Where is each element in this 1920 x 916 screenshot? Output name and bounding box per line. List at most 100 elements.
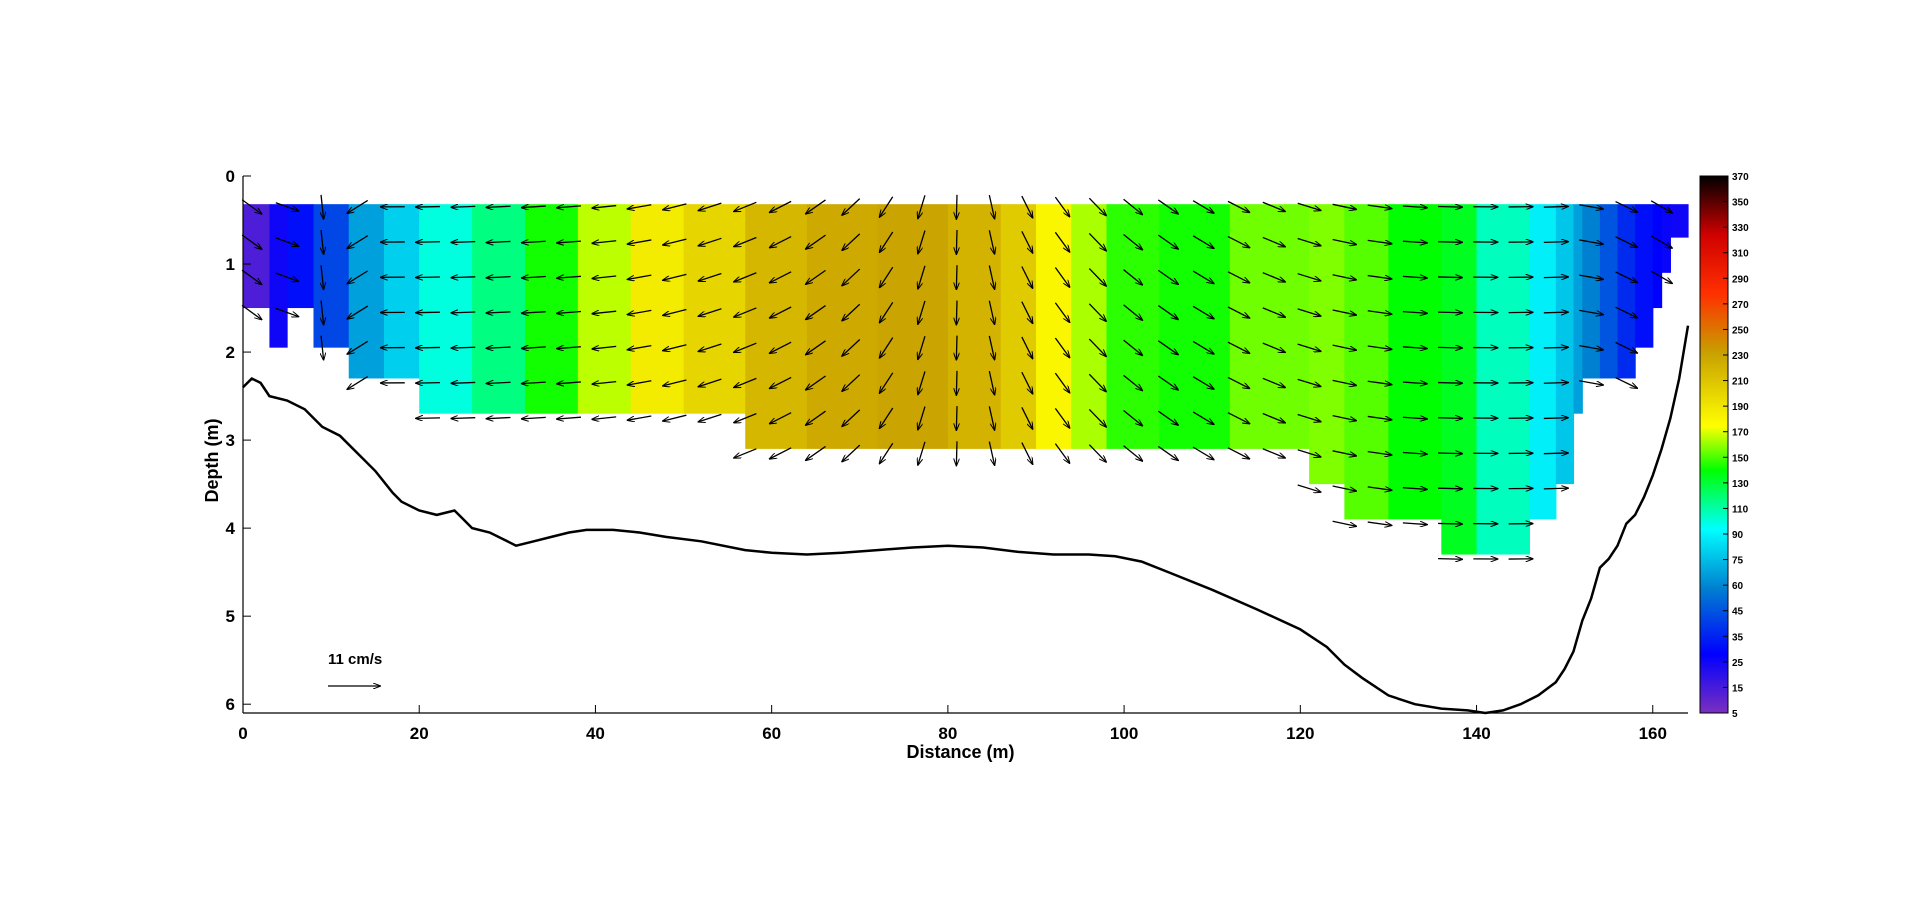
velocity-vector <box>1088 338 1106 356</box>
velocity-vector <box>1543 418 1568 419</box>
velocity-vector <box>806 340 826 355</box>
heatmap-cell <box>524 204 579 414</box>
velocity-vector <box>1088 409 1106 426</box>
velocity-vector <box>880 372 894 393</box>
velocity-vector <box>557 417 582 419</box>
velocity-vector <box>628 274 652 279</box>
velocity-vector <box>1579 239 1603 244</box>
velocity-vector <box>592 417 617 420</box>
velocity-vector <box>347 235 369 249</box>
velocity-vector <box>1543 347 1568 348</box>
velocity-vector <box>1262 448 1285 458</box>
velocity-vector <box>1021 301 1033 323</box>
velocity-vector <box>1543 242 1568 243</box>
colorbar-tick-label: 210 <box>1732 377 1749 388</box>
y-tick-label: 4 <box>226 519 236 538</box>
velocity-vector <box>1192 235 1214 248</box>
velocity-vector <box>699 308 722 316</box>
velocity-vector <box>522 312 546 314</box>
velocity-vector <box>1615 306 1638 318</box>
velocity-vector <box>699 202 722 210</box>
velocity-vector <box>1332 414 1356 421</box>
velocity-vector <box>451 312 476 313</box>
velocity-vector <box>880 266 894 287</box>
velocity-vector <box>1438 453 1462 454</box>
velocity-vector <box>1579 204 1603 209</box>
velocity-vector <box>1297 273 1321 281</box>
velocity-vector <box>1543 277 1568 278</box>
velocity-vector <box>1438 242 1462 243</box>
velocity-vector <box>699 237 722 245</box>
velocity-vector <box>956 370 957 395</box>
velocity-vector <box>806 234 826 249</box>
velocity-vector <box>806 305 826 320</box>
velocity-vector <box>842 303 861 320</box>
velocity-vector <box>918 230 926 254</box>
velocity-vector <box>1123 374 1143 390</box>
velocity-vector <box>1021 336 1033 358</box>
colorbar-tick-label: 45 <box>1732 607 1744 618</box>
y-axis-title: Depth (m) <box>202 419 222 503</box>
velocity-vector <box>1123 233 1143 249</box>
heatmap-cell <box>1159 204 1231 449</box>
velocity-vector <box>347 305 369 319</box>
velocity-vector <box>1579 380 1603 385</box>
velocity-vector <box>1123 269 1143 285</box>
heatmap-cell <box>1071 204 1108 449</box>
velocity-vector <box>487 312 511 313</box>
heatmap-cell <box>419 204 473 414</box>
velocity-vector <box>347 375 369 390</box>
velocity-vector <box>487 347 511 348</box>
velocity-vector <box>988 406 994 429</box>
y-tick-label: 2 <box>226 343 235 362</box>
velocity-vector <box>451 277 476 278</box>
velocity-vector <box>321 194 324 219</box>
heatmap-cell <box>1106 204 1160 449</box>
heatmap-cell <box>1476 204 1531 555</box>
velocity-vector <box>1332 344 1356 350</box>
velocity-vector <box>1227 412 1249 424</box>
velocity-vector <box>1021 230 1033 252</box>
velocity-vector <box>1123 304 1143 320</box>
velocity-vector <box>522 417 546 419</box>
velocity-vector <box>1157 340 1178 355</box>
heatmap-cell <box>745 204 808 449</box>
velocity-vector <box>1192 376 1214 389</box>
velocity-vector <box>592 382 617 385</box>
heatmap-cell <box>287 204 315 309</box>
velocity-vector <box>1438 418 1462 419</box>
velocity-vector <box>1402 417 1427 419</box>
velocity-vector <box>770 447 792 459</box>
velocity-vector <box>1543 206 1568 207</box>
velocity-vector <box>988 194 994 218</box>
velocity-vector <box>592 311 617 314</box>
velocity-vector <box>880 407 894 428</box>
velocity-vector <box>734 412 757 423</box>
y-tick-label: 0 <box>226 167 235 186</box>
velocity-vector <box>347 199 369 213</box>
velocity-vector <box>1262 307 1285 317</box>
velocity-vector <box>1192 270 1214 283</box>
velocity-vector <box>1615 271 1638 283</box>
velocity-vector <box>1227 341 1249 353</box>
heatmap-cell <box>1652 204 1663 309</box>
velocity-vector <box>956 335 957 360</box>
velocity-vector <box>1227 447 1249 459</box>
velocity-vector <box>1157 445 1178 460</box>
velocity-vector <box>1332 203 1356 209</box>
velocity-vector <box>842 268 861 285</box>
velocity-vector <box>663 308 687 316</box>
velocity-vector <box>842 409 861 426</box>
velocity-vector <box>842 374 861 391</box>
velocity-vector <box>1297 202 1321 210</box>
velocity-vector <box>1402 206 1427 208</box>
velocity-vector <box>1123 339 1143 355</box>
y-tick-label: 5 <box>226 607 235 626</box>
velocity-vector <box>956 265 957 289</box>
x-tick-label: 0 <box>238 724 247 743</box>
velocity-vector <box>1332 485 1356 491</box>
velocity-vector <box>988 300 994 324</box>
velocity-vector <box>1543 312 1568 313</box>
heatmap-cell <box>1000 204 1037 449</box>
velocity-vector <box>1438 523 1462 524</box>
